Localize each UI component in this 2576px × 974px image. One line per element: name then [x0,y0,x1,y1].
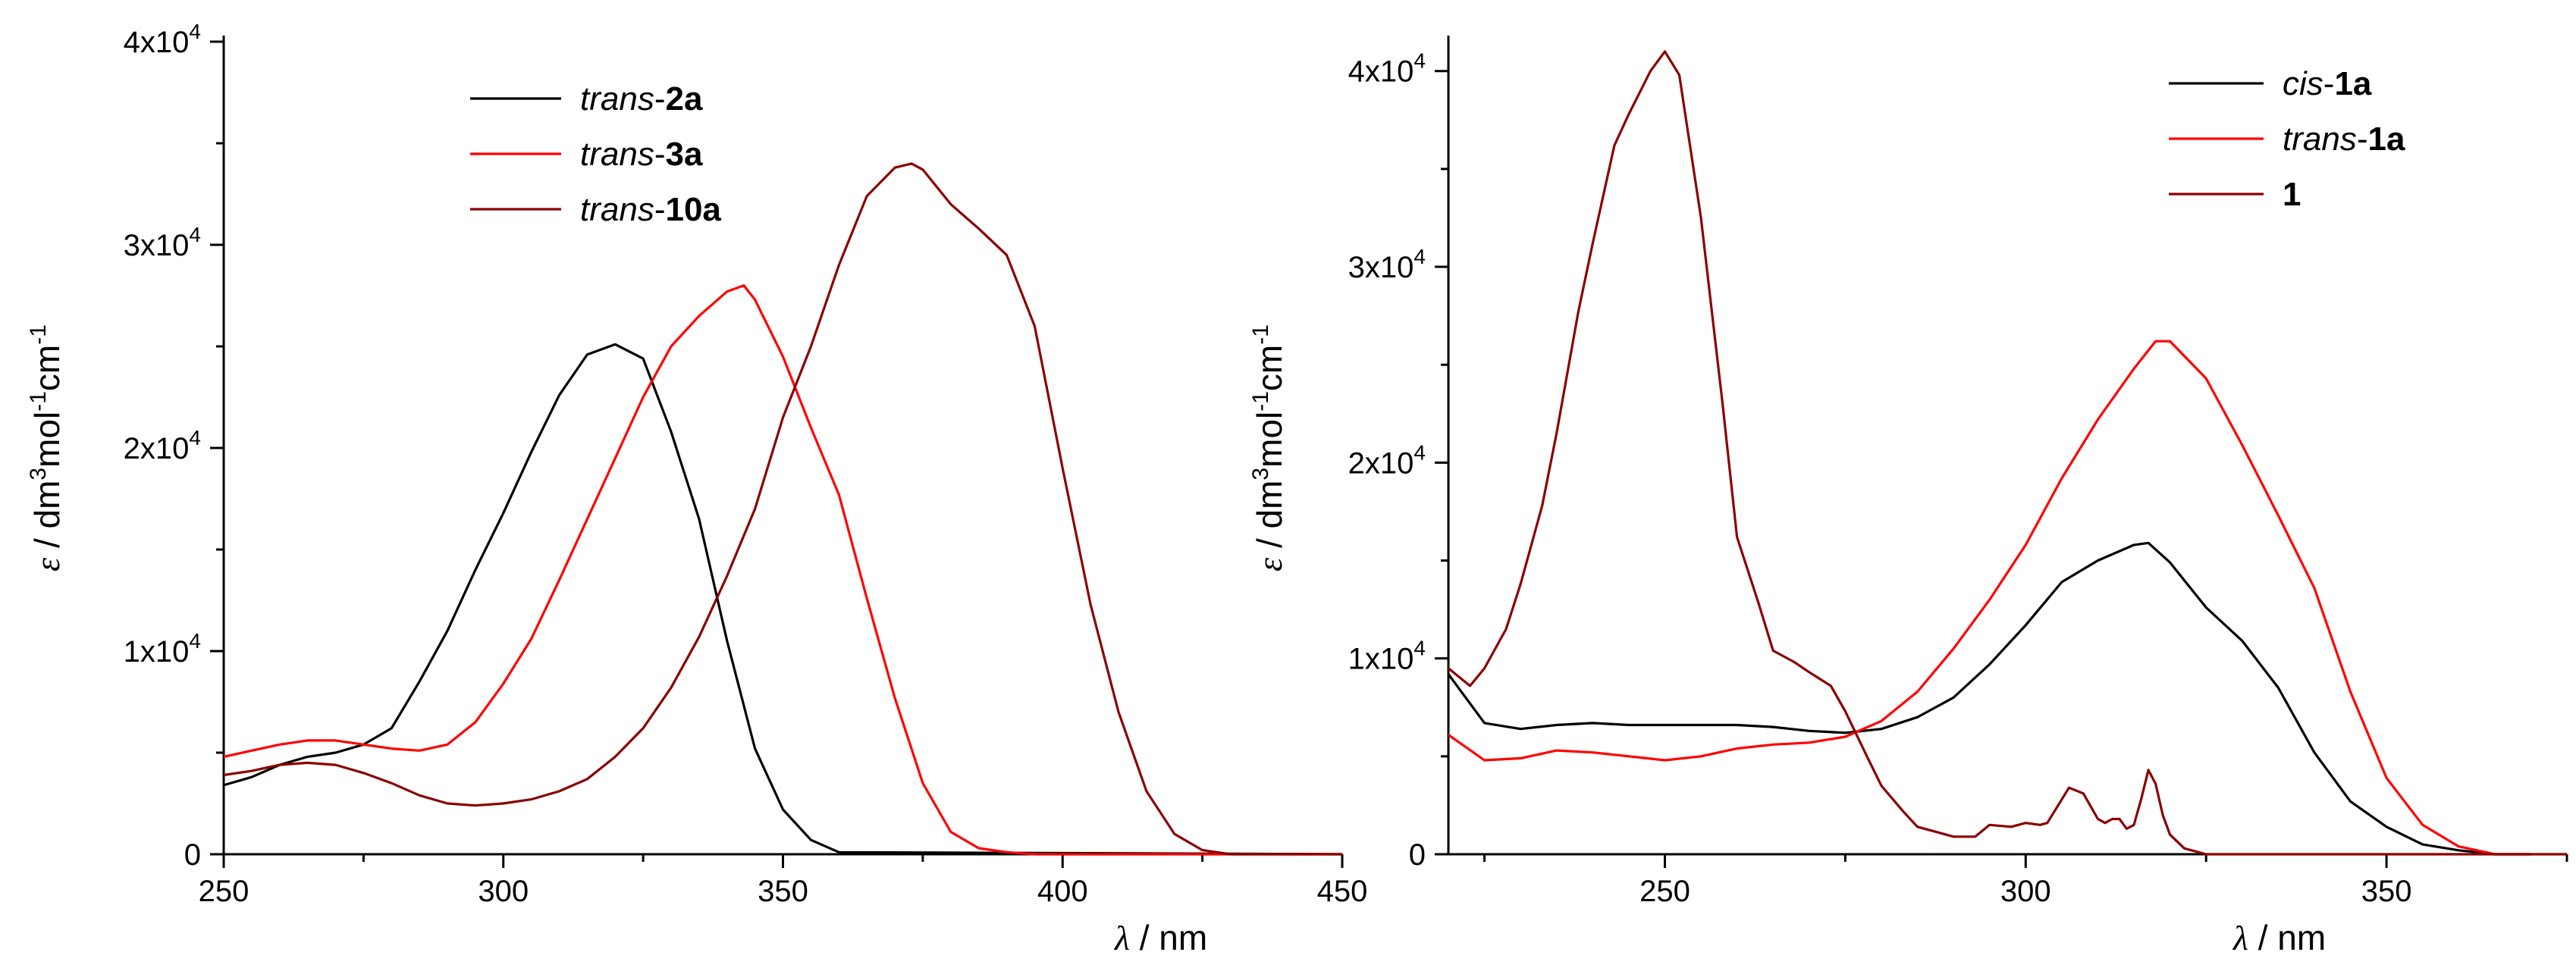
legend-label-trans-3a: trans-3a [580,136,703,173]
x-tick-label: 350 [758,875,808,908]
series-line-trans-1a [1448,340,2531,856]
series-line-cis-1a [1447,541,2531,856]
series-line-1 [1447,50,2567,856]
y-tick-label: 0 [184,838,201,872]
y-tick-label: 4x104 [1348,49,1426,89]
y-tick-label: 3x104 [1348,245,1426,284]
legend-label-cis-1a: cis-1a [2283,65,2372,102]
series-line-trans-3a [223,284,1342,856]
x-tick-label: 300 [2000,875,2051,908]
y-tick-label: 3x104 [124,223,201,262]
x-axis-label: λ / nm [2232,918,2326,957]
x-tick-label: 400 [1037,875,1088,908]
y-tick-label: 2x104 [1348,440,1426,480]
y-tick-label: 1x104 [1348,637,1426,676]
y-tick-label: 0 [1409,838,1426,872]
legend-label-trans-2a: trans-2a [580,80,703,117]
chart-panel-left: 250 300 350 400 450 0 1x104 2x104 3x104 4x104 tran… [26,20,1367,957]
series-line-trans-10a [223,162,1342,856]
legend-label-trans-10a: trans-10a [580,191,721,228]
x-tick-label: 300 [478,875,529,908]
chart-panel-right: 250 300 350 0 1x104 2x104 3x104 4x104 cis-1a tran… [1248,36,2568,957]
y-axis-label: ε / dm3mol-1cm-1 [26,324,67,572]
x-tick-label: 350 [2361,875,2412,908]
legend-label-1: 1 [2283,176,2301,213]
x-tick-label: 250 [1639,875,1690,908]
legend-label-trans-1a: trans-1a [2283,121,2405,158]
x-axis-label: λ / nm [1113,918,1207,957]
y-tick-label: 4x104 [124,20,201,59]
x-tick-label: 450 [1317,875,1368,908]
y-tick-label: 1x104 [124,629,201,669]
y-tick-label: 2x104 [124,426,201,465]
y-axis-label: ε / dm3mol-1cm-1 [1248,324,1289,572]
x-tick-label: 250 [199,875,249,908]
series-line-trans-2a [223,343,1343,856]
